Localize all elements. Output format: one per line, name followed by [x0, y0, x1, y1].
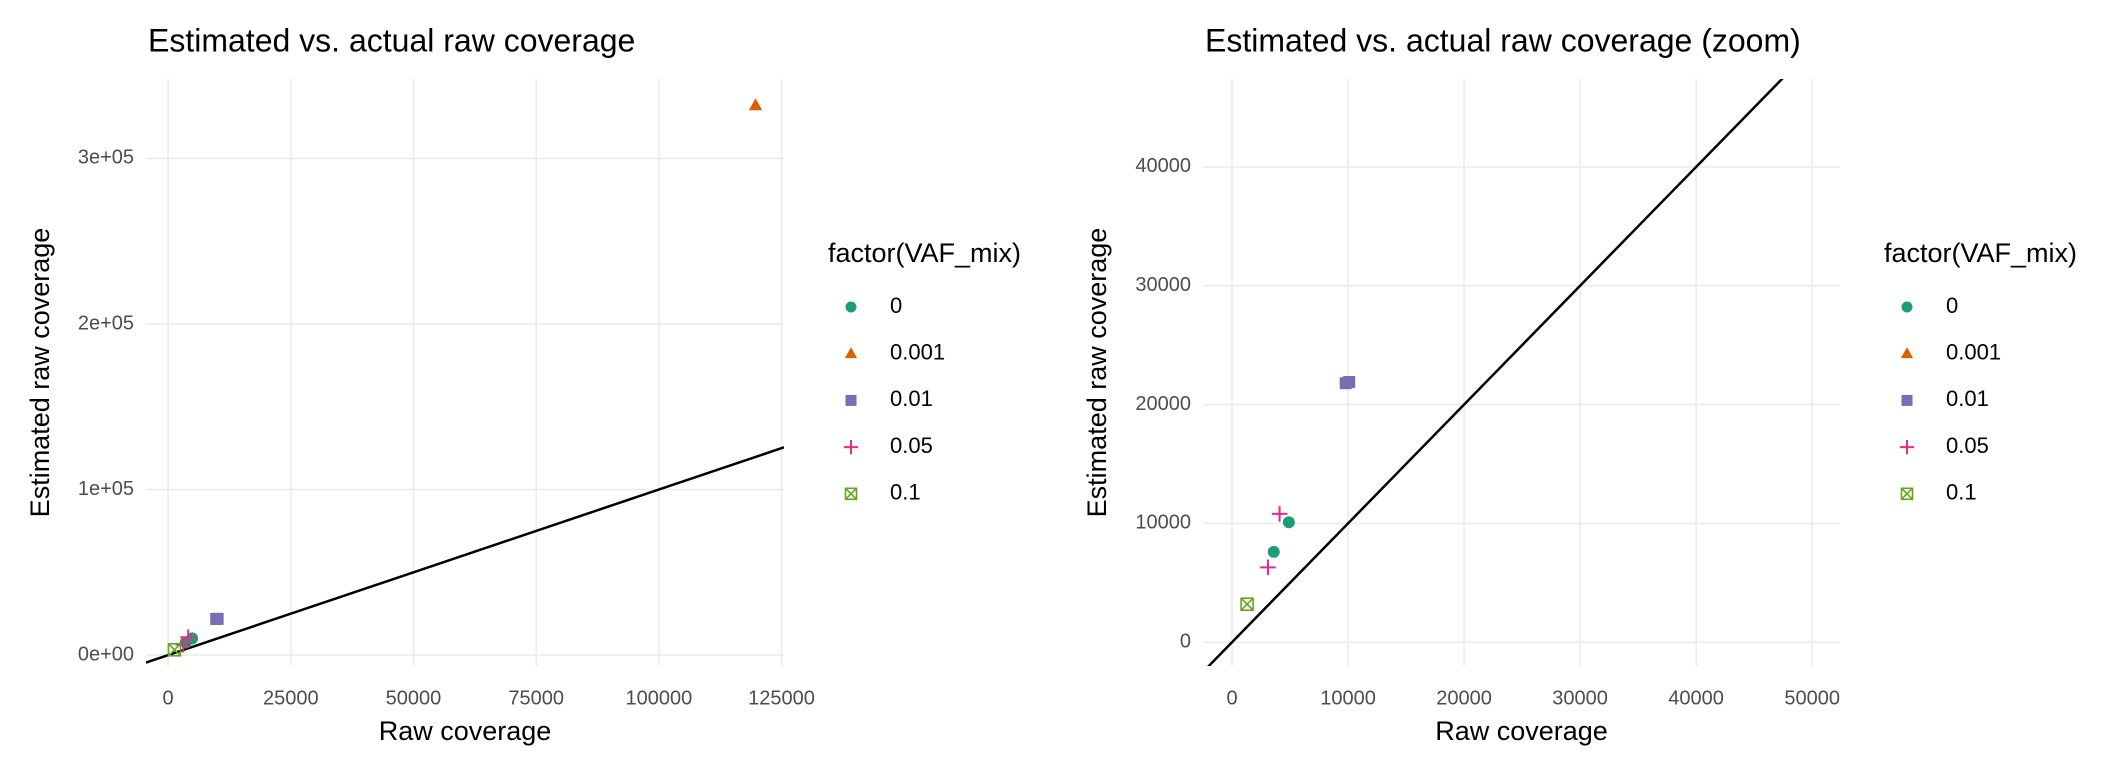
- point: [1240, 597, 1254, 612]
- legend-key: [843, 439, 859, 455]
- point: [180, 629, 197, 645]
- y-axis-label: Estimated raw coverage: [25, 228, 55, 518]
- x-tick-label: 100000: [625, 687, 692, 709]
- chart-panel: Estimated vs. actual raw coverage (zoom)…: [1082, 22, 2077, 746]
- legend-key: [1900, 347, 1914, 359]
- point: [1282, 516, 1295, 529]
- legend-label: 0.05: [1946, 433, 1989, 458]
- point: [1267, 545, 1280, 558]
- y-tick-label: 0: [1180, 631, 1191, 653]
- legend-title: factor(VAF_mix): [828, 238, 1021, 268]
- legend-key: [844, 347, 858, 359]
- legend-key: [1901, 301, 1913, 313]
- y-tick-label: 20000: [1135, 393, 1191, 415]
- x-tick-label: 10000: [1320, 687, 1376, 709]
- point: [1343, 376, 1356, 389]
- reference-line: [146, 446, 784, 664]
- point: [211, 612, 224, 625]
- legend-label: 0: [1946, 293, 1958, 318]
- legend-key: [844, 487, 858, 501]
- x-tick-label: 50000: [386, 687, 442, 709]
- legend-label: 0.1: [890, 480, 921, 505]
- legend-label: 0.001: [1946, 340, 2001, 365]
- y-tick-label: 1e+05: [78, 478, 134, 500]
- legend-key: [1900, 487, 1914, 501]
- x-tick-label: 30000: [1552, 687, 1608, 709]
- y-tick-label: 0e+00: [78, 643, 134, 665]
- reference-line: [1207, 79, 1784, 666]
- x-tick-label: 20000: [1436, 687, 1492, 709]
- x-tick-label: 25000: [263, 687, 319, 709]
- x-tick-label: 0: [163, 687, 174, 709]
- y-tick-label: 2e+05: [78, 312, 134, 334]
- legend-label: 0.1: [1946, 480, 1977, 505]
- legend-key: [1901, 394, 1913, 406]
- x-axis-label: Raw coverage: [1435, 716, 1608, 746]
- legend-label: 0.01: [1946, 386, 1989, 411]
- plot-area: [1207, 79, 1784, 666]
- chart-title: Estimated vs. actual raw coverage (zoom): [1205, 22, 1801, 58]
- legend-key: [845, 394, 857, 406]
- legend-label: 0.01: [890, 386, 933, 411]
- legend-label: 0.05: [890, 433, 933, 458]
- point: [167, 642, 182, 657]
- legend-key: [845, 301, 857, 313]
- x-tick-label: 125000: [748, 687, 815, 709]
- y-tick-label: 40000: [1135, 155, 1191, 177]
- y-tick-label: 3e+05: [78, 147, 134, 169]
- x-tick-label: 50000: [1784, 687, 1840, 709]
- x-tick-label: 40000: [1668, 687, 1724, 709]
- legend-label: 0.001: [890, 340, 945, 365]
- chart-panel: Estimated vs. actual raw coverage 0 25000 5…: [25, 22, 1021, 746]
- x-axis-label: Raw coverage: [379, 716, 552, 746]
- x-tick-label: 75000: [508, 687, 564, 709]
- chart-title: Estimated vs. actual raw coverage: [148, 22, 635, 58]
- y-tick-label: 10000: [1135, 512, 1191, 534]
- legend-label: 0: [890, 293, 902, 318]
- point: [1271, 506, 1288, 522]
- y-axis-label: Estimated raw coverage: [1082, 228, 1112, 518]
- y-tick-label: 30000: [1135, 274, 1191, 296]
- legend-title: factor(VAF_mix): [1884, 238, 2077, 268]
- point: [748, 98, 763, 111]
- legend-key: [1899, 439, 1915, 455]
- plot-area: [146, 98, 784, 664]
- x-tick-label: 0: [1226, 687, 1237, 709]
- point: [1260, 559, 1276, 576]
